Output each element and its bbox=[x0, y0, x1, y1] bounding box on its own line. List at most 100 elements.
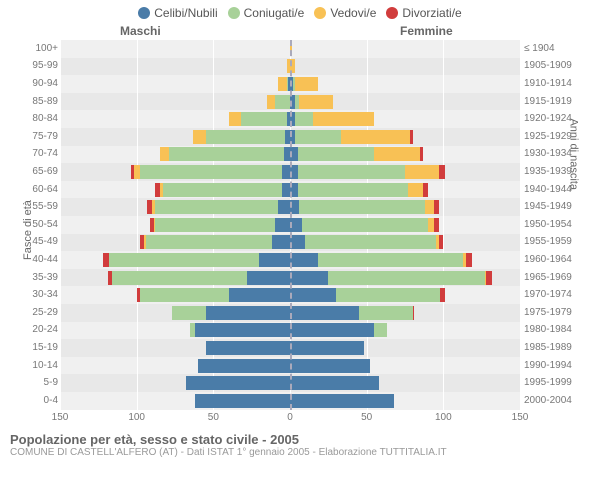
bar-segment-female bbox=[298, 183, 408, 197]
bar-segment-female bbox=[313, 112, 374, 126]
bar-segment-female bbox=[423, 183, 428, 197]
bar-segment-male bbox=[112, 271, 247, 285]
x-tick-label: 100 bbox=[435, 412, 452, 423]
bar-segment-female bbox=[295, 112, 313, 126]
bar-segment-male bbox=[198, 359, 290, 373]
birth-label: 1985-1989 bbox=[524, 343, 584, 353]
bar-segment-female bbox=[290, 253, 318, 267]
bar-segment-male bbox=[275, 218, 290, 232]
bar-segment-female bbox=[440, 288, 445, 302]
legend-swatch bbox=[314, 7, 326, 19]
bar-segment-male bbox=[155, 218, 275, 232]
age-label: 30-34 bbox=[20, 290, 58, 300]
bar-segment-female bbox=[290, 235, 305, 249]
bar-segment-female bbox=[290, 306, 359, 320]
header-female: Femmine bbox=[400, 24, 453, 38]
legend-item: Coniugati/e bbox=[228, 6, 305, 20]
gridline bbox=[60, 40, 61, 410]
bar-segment-male bbox=[134, 165, 140, 179]
bar-segment-male bbox=[147, 200, 152, 214]
bar-segment-female bbox=[290, 376, 379, 390]
bar-segment-female bbox=[299, 200, 425, 214]
bar-segment-female bbox=[295, 77, 318, 91]
legend-label: Celibi/Nubili bbox=[154, 6, 217, 20]
bar-segment-male bbox=[154, 218, 156, 232]
bar-segment-male bbox=[195, 394, 290, 408]
bar-segment-male bbox=[146, 235, 272, 249]
bar-segment-male bbox=[193, 130, 205, 144]
bar-segment-male bbox=[247, 271, 290, 285]
birth-label: 2000-2004 bbox=[524, 396, 584, 406]
bar-segment-male bbox=[108, 271, 113, 285]
plot-area bbox=[60, 40, 520, 410]
bar-segment-male bbox=[163, 183, 283, 197]
legend-label: Coniugati/e bbox=[244, 6, 305, 20]
bar-segment-male bbox=[144, 235, 146, 249]
bar-segment-male bbox=[206, 341, 290, 355]
bar-segment-male bbox=[282, 165, 290, 179]
bar-segment-male bbox=[140, 288, 229, 302]
age-label: 20-24 bbox=[20, 325, 58, 335]
chart-area: Fasce di età Anni di nascita 100+95-9990… bbox=[20, 40, 580, 428]
bar-segment-female bbox=[290, 359, 370, 373]
age-label: 5-9 bbox=[20, 378, 58, 388]
bar-segment-male bbox=[282, 183, 290, 197]
bar-segment-female bbox=[408, 183, 423, 197]
age-label: 15-19 bbox=[20, 343, 58, 353]
bar-segment-female bbox=[299, 95, 333, 109]
birth-label: 1970-1974 bbox=[524, 290, 584, 300]
birth-label: 1955-1959 bbox=[524, 237, 584, 247]
age-label: 75-79 bbox=[20, 132, 58, 142]
bar-segment-male bbox=[103, 253, 109, 267]
bar-segment-male bbox=[278, 77, 287, 91]
header-male: Maschi bbox=[120, 24, 161, 38]
bar-segment-male bbox=[272, 235, 290, 249]
age-label: 100+ bbox=[20, 44, 58, 54]
bar-segment-female bbox=[359, 306, 413, 320]
birth-label: 1975-1979 bbox=[524, 308, 584, 318]
bar-segment-male bbox=[131, 165, 134, 179]
birth-label: 1980-1984 bbox=[524, 325, 584, 335]
bar-segment-female bbox=[290, 271, 328, 285]
birth-label: 1925-1929 bbox=[524, 132, 584, 142]
legend-label: Vedovi/e bbox=[330, 6, 376, 20]
gridline bbox=[443, 40, 444, 410]
bar-segment-male bbox=[229, 112, 241, 126]
bar-segment-female bbox=[374, 323, 386, 337]
bar-segment-male bbox=[137, 288, 140, 302]
bar-segment-female bbox=[336, 288, 440, 302]
bar-segment-male bbox=[169, 147, 284, 161]
gridline bbox=[520, 40, 521, 410]
age-label: 45-49 bbox=[20, 237, 58, 247]
bar-segment-female bbox=[439, 165, 445, 179]
age-label: 85-89 bbox=[20, 97, 58, 107]
bar-segment-male bbox=[275, 95, 290, 109]
bar-segment-male bbox=[172, 306, 206, 320]
age-label: 65-69 bbox=[20, 167, 58, 177]
bar-segment-female bbox=[318, 253, 464, 267]
bar-segment-male bbox=[287, 77, 289, 91]
bar-segment-female bbox=[466, 253, 472, 267]
bar-segment-female bbox=[295, 130, 341, 144]
age-label: 55-59 bbox=[20, 202, 58, 212]
birth-label: 1995-1999 bbox=[524, 378, 584, 388]
bar-segment-male bbox=[140, 165, 283, 179]
birth-label: 1960-1964 bbox=[524, 255, 584, 265]
bar-segment-female bbox=[413, 306, 415, 320]
footer-title: Popolazione per età, sesso e stato civil… bbox=[10, 432, 590, 447]
bar-segment-female bbox=[425, 200, 434, 214]
gender-headers: Maschi Femmine bbox=[0, 24, 600, 40]
legend-item: Vedovi/e bbox=[314, 6, 376, 20]
age-label: 80-84 bbox=[20, 114, 58, 124]
bar-segment-female bbox=[420, 147, 423, 161]
age-label: 40-44 bbox=[20, 255, 58, 265]
bar-segment-male bbox=[109, 253, 259, 267]
bar-segment-female bbox=[302, 218, 428, 232]
legend-item: Divorziati/e bbox=[386, 6, 461, 20]
bar-segment-female bbox=[328, 271, 484, 285]
gridline bbox=[137, 40, 138, 410]
bar-segment-female bbox=[290, 323, 374, 337]
birth-label: 1930-1934 bbox=[524, 149, 584, 159]
bar-segment-male bbox=[241, 112, 287, 126]
bar-segment-female bbox=[405, 165, 439, 179]
